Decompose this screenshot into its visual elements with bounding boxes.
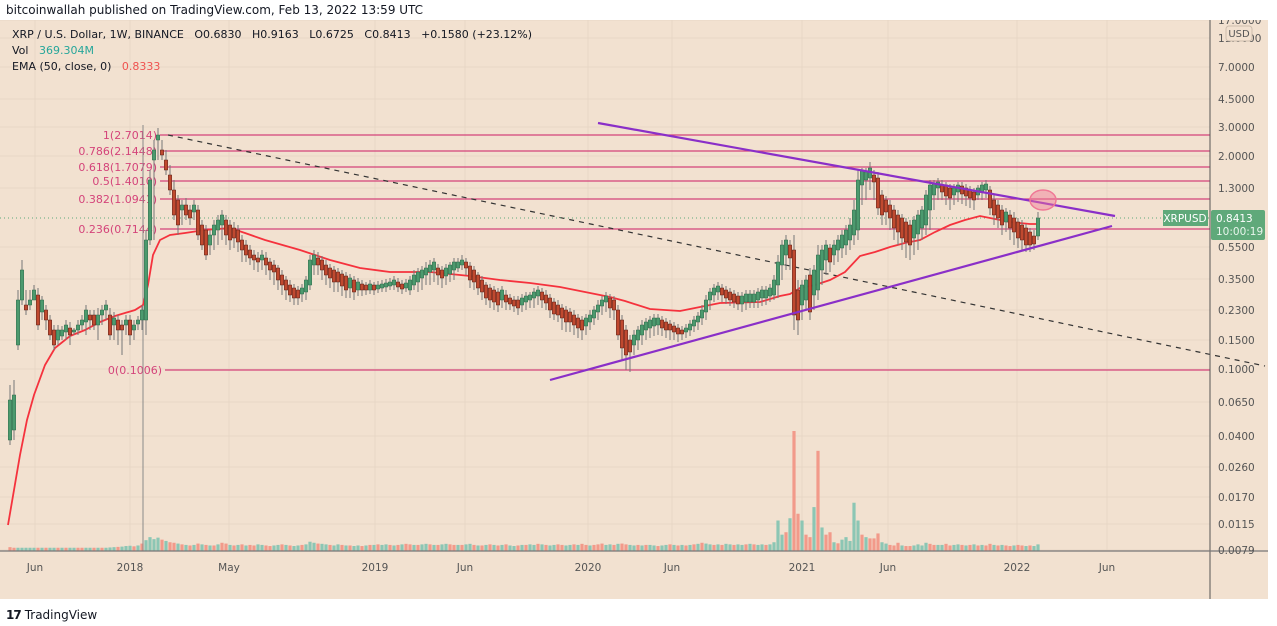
currency-label: USD: [1228, 29, 1250, 40]
upper-trendline[interactable]: [597, 121, 1116, 218]
chart-legend: XRP / U.S. Dollar, 1W, BINANCE O0.6830 H…: [12, 27, 532, 75]
price-tick-label: 0.1000: [1218, 364, 1255, 376]
volume-value: 369.304M: [38, 44, 94, 57]
change-value: +0.1580 (+23.12%): [421, 28, 533, 41]
price-tick-label: 0.0650: [1218, 397, 1255, 409]
current-price-value: 0.8413: [1216, 213, 1253, 225]
time-axis[interactable]: Jun 2018 May 2019 Jun 2020 Jun 2021 Jun 2022 Jun: [26, 562, 1115, 574]
time-tick-label: Jun: [663, 562, 680, 574]
fib-level-label: 0.236(0.7144): [78, 223, 157, 236]
legend-ohlc-row: XRP / U.S. Dollar, 1W, BINANCE O0.6830 H…: [12, 27, 532, 43]
price-tick-label: 0.3500: [1218, 274, 1255, 286]
symbol-tag: [1163, 210, 1208, 226]
bar-countdown: 10:00:19: [1216, 226, 1263, 238]
fib-level-label: 0.5(1.4010): [92, 175, 157, 188]
price-tick-label: 0.1500: [1218, 335, 1255, 347]
time-tick-label: Jun: [879, 562, 896, 574]
low-value: L0.6725: [309, 28, 354, 41]
fib-level-label: 0(0.1006): [108, 364, 162, 377]
tradingview-brand[interactable]: TradingView: [24, 608, 98, 622]
price-tick-label: 0.0115: [1218, 519, 1255, 531]
time-tick-label: 2021: [789, 562, 816, 574]
volume-label: Vol: [12, 44, 29, 57]
high-value: H0.9163: [252, 28, 299, 41]
fib-level-label: 1(2.7014): [103, 129, 157, 142]
price-tick-label: 4.5000: [1218, 94, 1255, 106]
footer: 17 TradingView: [6, 608, 97, 622]
symbol-label[interactable]: XRP / U.S. Dollar, 1W, BINANCE: [12, 28, 184, 41]
open-value: O0.6830: [194, 28, 242, 41]
price-tick-label: 2.0000: [1218, 151, 1255, 163]
price-axis[interactable]: 17.000011.00007.00004.50003.00002.00001.…: [0, 20, 1268, 599]
price-tick-label: 17.0000: [1218, 20, 1261, 27]
price-tick-label: 0.0170: [1218, 492, 1255, 504]
price-tick-label: 0.2300: [1218, 305, 1255, 317]
fib-level-label: 0.382(1.0941): [78, 193, 157, 206]
lower-trendline[interactable]: [549, 224, 1113, 382]
publish-info: bitcoinwallah published on TradingView.c…: [6, 3, 424, 17]
currency-badge: [1225, 25, 1253, 42]
fibonacci-retracement[interactable]: 1(2.7014) 0.786(2.1448) 0.618(1.7079)0.5(1…: [78, 129, 1210, 377]
price-tick-label: 0.5500: [1218, 242, 1255, 254]
price-tick-label: 3.0000: [1218, 122, 1255, 134]
price-tick-label: 0.0260: [1218, 462, 1255, 474]
fib-level-label: 0.618(1.7079): [78, 161, 157, 174]
price-tick-label: 1.3000: [1218, 183, 1255, 195]
fib-level-label: 0.786(2.1448): [78, 145, 157, 158]
price-tick-label: 0.0400: [1218, 431, 1255, 443]
price-tick-label: 7.0000: [1218, 62, 1255, 74]
time-tick-label: Jun: [26, 562, 43, 574]
symbol-tag-label: XRPUSD: [1163, 213, 1206, 225]
price-chart[interactable]: 1(2.7014) 0.786(2.1448) 0.618(1.7079)0.5(1…: [0, 20, 1268, 599]
current-price-tag: [1211, 210, 1265, 240]
time-tick-label: Jun: [456, 562, 473, 574]
legend-ema-row[interactable]: EMA (50, close, 0) 0.8333: [12, 59, 532, 75]
time-tick-label: 2022: [1004, 562, 1031, 574]
close-value: C0.8413: [364, 28, 411, 41]
legend-volume-row[interactable]: Vol 369.304M: [12, 43, 532, 59]
time-tick-label: May: [218, 562, 240, 574]
candles: [8, 128, 1040, 445]
tradingview-logo-icon[interactable]: 17: [6, 608, 22, 622]
grid: [0, 20, 1210, 551]
dashed-trendline[interactable]: [167, 134, 1266, 367]
time-tick-label: 2020: [575, 562, 602, 574]
ema-label: EMA (50, close, 0): [12, 60, 112, 73]
volume-bars: [8, 431, 1040, 551]
highlight-ellipse[interactable]: [1029, 189, 1057, 211]
ema-value: 0.8333: [121, 60, 161, 73]
time-tick-label: 2019: [362, 562, 389, 574]
price-tick-label: 0.0079: [1218, 545, 1255, 557]
time-tick-label: 2018: [117, 562, 144, 574]
time-tick-label: Jun: [1098, 562, 1115, 574]
